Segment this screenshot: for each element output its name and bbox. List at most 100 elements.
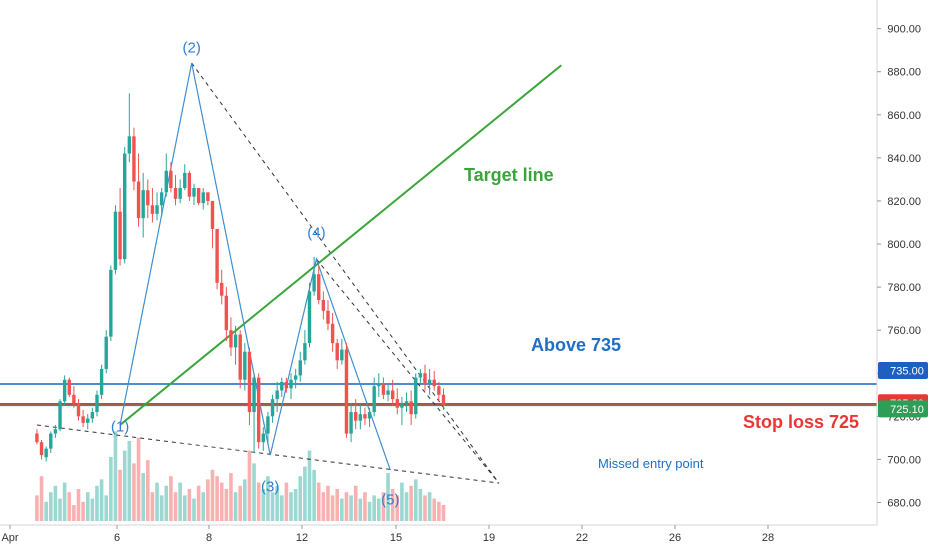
volume-bar	[173, 492, 178, 521]
candle-body	[270, 399, 275, 417]
candle-body	[35, 433, 39, 443]
time-tick-label: Apr	[1, 532, 18, 544]
candle-body	[233, 334, 238, 348]
candle-body	[159, 192, 164, 206]
candle-body	[377, 384, 381, 387]
candle-body	[266, 416, 270, 434]
volume-bar	[72, 505, 76, 521]
candle-body	[44, 448, 48, 458]
candle-body	[432, 379, 436, 387]
candle-body	[49, 433, 53, 449]
candle-body	[86, 418, 90, 423]
candle-body	[418, 373, 423, 378]
candle-body	[252, 377, 256, 413]
wave-label: (2)	[183, 39, 201, 56]
volume-bar	[312, 469, 316, 521]
volume-bar	[62, 482, 67, 521]
volume-bar	[307, 450, 312, 521]
candle-body	[247, 351, 252, 413]
price-tick-label: 800.00	[887, 239, 921, 251]
candle-body	[201, 192, 205, 204]
candle-body	[358, 414, 363, 421]
candle-body	[293, 375, 298, 380]
volume-bar	[377, 498, 381, 521]
volume-bar	[427, 492, 432, 521]
candle-body	[317, 274, 321, 301]
volume-bar	[58, 498, 62, 521]
volume-bar	[99, 479, 104, 521]
volume-bar	[39, 476, 44, 521]
volume-bar	[155, 482, 159, 521]
volume-bar	[289, 492, 293, 521]
volume-bar	[303, 466, 307, 521]
volume-bar	[437, 501, 441, 521]
candle-body	[381, 384, 386, 395]
annotation-text: Stop loss 725	[743, 412, 859, 432]
wave-label: (4)	[307, 225, 325, 242]
candle-body	[298, 360, 302, 376]
price-tick-label: 780.00	[887, 282, 921, 294]
candle-body	[164, 170, 168, 193]
candle-body	[67, 379, 71, 395]
candle-body	[261, 433, 265, 443]
candle-body	[243, 351, 247, 380]
volume-bar	[316, 482, 321, 521]
price-tick-label: 840.00	[887, 153, 921, 165]
volume-bar	[372, 495, 376, 521]
candle-body	[229, 330, 233, 348]
candle-body	[178, 188, 182, 199]
volume-bar	[238, 485, 242, 521]
volume-bar	[229, 473, 233, 521]
price-tick-label: 900.00	[887, 24, 921, 36]
candle-body	[109, 269, 113, 337]
price-tick-label: 760.00	[887, 325, 921, 337]
volume-bar	[53, 485, 58, 521]
volume-bar	[353, 485, 358, 521]
volume-bar	[261, 489, 266, 521]
volume-bar	[122, 450, 127, 521]
candle-body	[256, 377, 261, 443]
wave-label: (3)	[261, 479, 279, 496]
volume-bar	[132, 463, 136, 521]
volume-bar	[48, 492, 53, 521]
volume-bar	[270, 492, 275, 521]
volume-bar	[182, 495, 187, 521]
volume-bar	[409, 485, 413, 521]
volume-bar	[247, 450, 252, 521]
candle-body	[284, 381, 289, 389]
volume-bar	[432, 498, 437, 521]
volume-bar	[243, 479, 247, 521]
candle-body	[367, 412, 372, 419]
candle-body	[441, 394, 446, 406]
candle-body	[90, 412, 95, 419]
time-tick-label: 12	[296, 532, 308, 544]
candle-body	[303, 343, 307, 361]
candle-body	[354, 412, 358, 421]
candle-body	[224, 295, 229, 331]
volume-bar	[441, 505, 446, 521]
candle-body	[141, 190, 145, 219]
candle-body	[363, 414, 367, 419]
candle-body	[335, 343, 339, 361]
candles-layer	[35, 93, 446, 462]
candle-body	[427, 379, 432, 385]
volume-bar	[252, 463, 256, 521]
candle-body	[113, 211, 118, 270]
dashed-trend-line	[36, 424, 499, 484]
volume-bar	[215, 476, 219, 521]
wave-label: (5)	[381, 492, 399, 509]
candle-body	[150, 205, 155, 214]
volume-bar	[67, 492, 72, 521]
volume-bar	[363, 492, 367, 521]
volume-bar	[104, 495, 109, 521]
volume-bar	[109, 457, 113, 521]
volume-bar	[358, 498, 363, 521]
volume-bar	[81, 501, 85, 521]
volume-bar	[192, 498, 196, 521]
candle-body	[238, 334, 242, 380]
candle-body	[118, 211, 122, 260]
annotations-layer: (1) (2) (3) (4) (5) Target line Above 735 Stop …	[111, 39, 859, 508]
volume-bar	[224, 489, 229, 521]
price-tick-label: 700.00	[887, 454, 921, 466]
